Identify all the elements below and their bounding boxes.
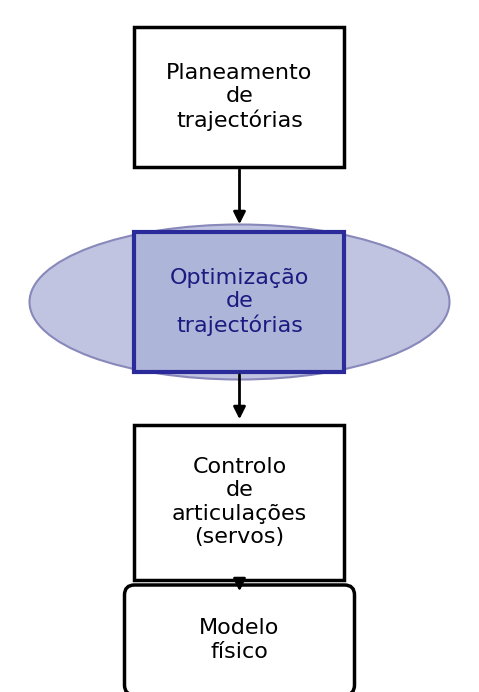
FancyBboxPatch shape — [125, 585, 354, 692]
Bar — [135, 27, 344, 167]
Text: Modelo
físico: Modelo físico — [199, 619, 280, 662]
Text: Optimização
de
trajectórias: Optimização de trajectórias — [170, 268, 309, 336]
Text: Controlo
de
articulações
(servos): Controlo de articulações (servos) — [172, 457, 307, 547]
Bar — [135, 232, 344, 372]
Bar — [135, 424, 344, 579]
Text: Planeamento
de
trajectórias: Planeamento de trajectórias — [166, 63, 313, 131]
Ellipse shape — [30, 224, 449, 379]
